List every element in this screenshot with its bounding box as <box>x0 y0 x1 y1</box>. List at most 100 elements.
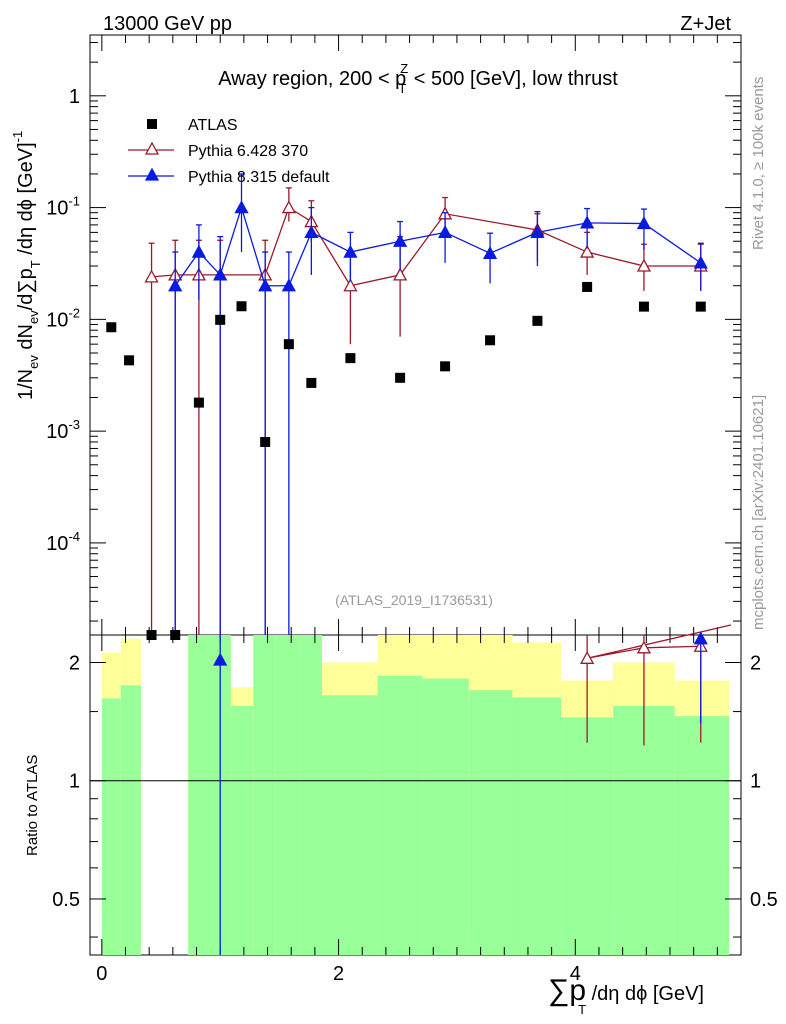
atlas-data-point <box>215 314 226 325</box>
series-marker-pythia8 <box>693 255 708 269</box>
y-tick-label-main: 1 <box>69 86 80 108</box>
legend: ATLAS Pythia 6.428 370 Pythia 8.315 defa… <box>128 117 330 186</box>
series-marker-pythia6 <box>343 278 358 292</box>
series-marker-pythia8 <box>343 244 358 258</box>
ratio-marker-pythia8 <box>693 631 708 645</box>
process-label: Z+Jet <box>680 13 731 35</box>
x-axis-label: ∑p T /dη dϕ [GeV] <box>548 974 704 1017</box>
region-title-sup: Z <box>400 61 408 76</box>
series-marker-pythia8 <box>168 278 183 292</box>
atlas-data-point <box>485 335 496 346</box>
series-marker-pythia8 <box>304 225 319 239</box>
atlas-data-point <box>440 361 451 372</box>
x-tick-label: 0 <box>96 963 107 985</box>
atlas-data-point <box>170 630 181 640</box>
ratio-band-green <box>422 678 469 955</box>
ratio-uncertainty-bands <box>90 635 741 955</box>
series-line-pythia6 <box>151 206 701 287</box>
atlas-data-point <box>306 377 317 388</box>
atlas-data-point <box>695 301 706 312</box>
series-marker-pythia6 <box>580 244 595 258</box>
series-marker-pythia8 <box>191 244 206 258</box>
analysis-id: (ATLAS_2019_I1736531) <box>335 592 493 608</box>
axis-ticks: 10-410-310-210-110.5 0.51 12 20 2 4 <box>46 35 778 985</box>
ratio-band-green <box>188 635 210 955</box>
y-tick-base: 10 <box>46 533 68 555</box>
x-label-sum: ∑p <box>548 974 586 1007</box>
y-label-part1: 1/N <box>15 369 37 400</box>
y-tick-label-main: 10-3 <box>46 417 80 443</box>
y-tick-base: 10 <box>46 309 68 331</box>
series-marker-pythia8 <box>213 267 228 281</box>
series-marker-pythia8 <box>482 245 498 259</box>
ratio-band-green <box>230 705 254 955</box>
series-marker-pythia8 <box>437 225 453 239</box>
region-title-sub: T <box>398 81 406 96</box>
atlas-data-point <box>260 436 271 447</box>
series-marker-pythia8 <box>530 225 545 239</box>
atlas-data-point <box>345 353 356 364</box>
ratio-tick-label-left: 1 <box>69 771 80 793</box>
legend-atlas-marker <box>147 119 157 129</box>
series-line-pythia8 <box>174 205 702 287</box>
series-marker-pythia8 <box>636 216 652 230</box>
y-tick-label-main: 10-4 <box>46 529 80 555</box>
ratio-tick-label-right: 2 <box>750 653 761 675</box>
x-label-sub: T <box>578 1002 586 1017</box>
y-axis-label-ratio: Ratio to ATLAS <box>24 755 41 856</box>
atlas-data-point <box>638 301 649 312</box>
y-label-sub1: ev <box>26 355 41 369</box>
ratio-tick-label-left: 0.5 <box>52 889 80 911</box>
ratio-band-green <box>468 690 513 955</box>
series-marker-pythia6 <box>144 269 159 283</box>
atlas-data-point <box>236 301 247 312</box>
x-tick-label: 4 <box>570 963 581 985</box>
atlas-data-point <box>124 355 135 366</box>
y-axis-label-main: 1/Nev dNev/d∑pT /dη dϕ [GeV]-1 <box>10 131 43 400</box>
legend-py8-marker <box>144 167 160 181</box>
ratio-marker-pythia6 <box>636 640 652 654</box>
y-tick-base: 10 <box>46 198 68 220</box>
ratio-band-green <box>275 635 301 955</box>
ratio-tick-label-left: 2 <box>69 653 80 675</box>
atlas-data-point <box>106 322 117 333</box>
ratio-band-green <box>253 635 276 955</box>
ratio-band-green <box>561 717 614 955</box>
y-tick-label-main: 10-1 <box>46 194 80 220</box>
ratio-band-green <box>613 705 675 955</box>
atlas-data-point <box>395 372 406 383</box>
atlas-data-point <box>283 339 294 350</box>
ratio-band-green <box>321 695 378 955</box>
y-label-sup: -1 <box>10 131 25 143</box>
ratio-tick-label-right: 0.5 <box>750 889 778 911</box>
legend-py6-label: Pythia 6.428 370 <box>188 143 308 160</box>
y-label-part2: dN <box>15 324 37 355</box>
ratio-line-pythia6 <box>586 624 732 659</box>
data-series <box>106 173 732 955</box>
y-tick-exp: -3 <box>68 417 80 432</box>
ratio-marker-pythia6 <box>580 650 595 664</box>
region-title-suffix: < 500 [GeV], low thrust <box>408 68 618 90</box>
ratio-band-green <box>377 675 423 955</box>
atlas-data-point <box>532 315 543 326</box>
series-marker-pythia8 <box>580 215 595 229</box>
series-marker-pythia6 <box>281 200 296 214</box>
y-label-sub2: ev <box>26 310 41 324</box>
ratio-band-green <box>674 716 730 955</box>
ratio-band-green <box>512 697 562 955</box>
series-marker-pythia8 <box>281 278 296 292</box>
y-tick-base: 1 <box>69 86 80 108</box>
atlas-data-point <box>582 281 593 292</box>
y-label-part4: /dη dϕ [GeV] <box>15 142 37 260</box>
series-marker-pythia6 <box>393 267 408 281</box>
y-tick-exp: -1 <box>68 194 80 209</box>
y-tick-exp: -4 <box>68 529 80 544</box>
ratio-band-green <box>120 685 141 955</box>
y-tick-base: 10 <box>46 421 68 443</box>
ratio-tick-label-right: 1 <box>750 771 761 793</box>
atlas-data-point <box>193 397 204 408</box>
side-label-rivet: Rivet 4.1.0, ≥ 100k events <box>750 77 767 250</box>
series-marker-pythia8 <box>258 278 273 292</box>
x-label-rest: /dη dϕ [GeV] <box>586 983 704 1005</box>
